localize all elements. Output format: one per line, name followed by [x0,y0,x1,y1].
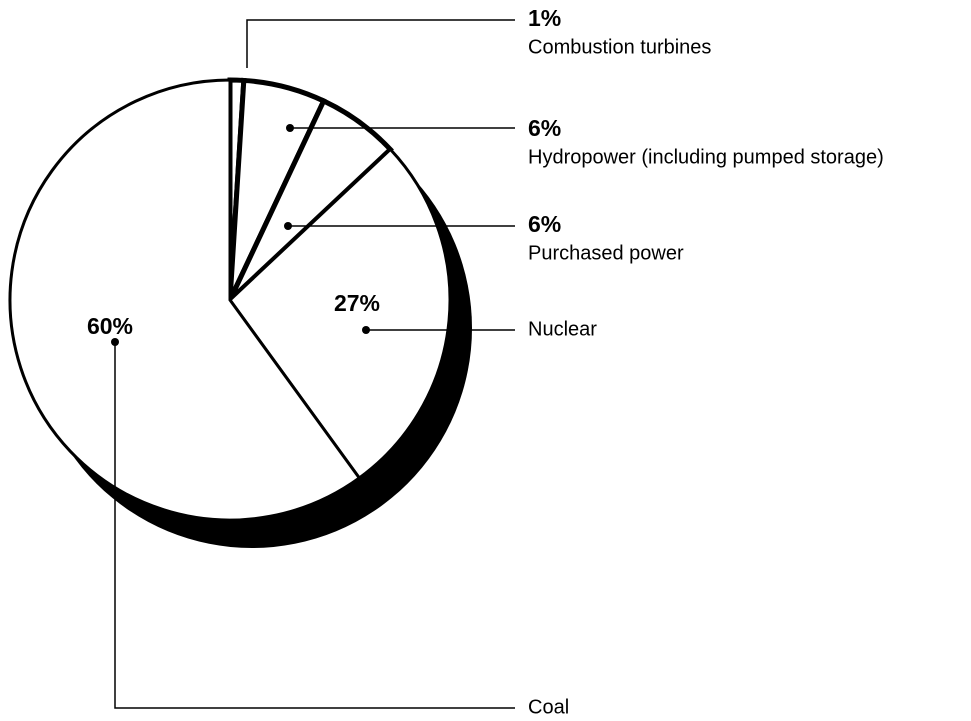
leader-line [114,342,515,709]
legend-label: Nuclear [528,318,597,340]
legend-label: Coal [528,696,569,718]
value-label: 1% [528,5,561,31]
legend-label: Combustion turbines [528,36,711,58]
leader-line [246,19,515,68]
pie-slice [228,147,452,481]
leader-dot [286,124,294,132]
legend-label: Purchased power [528,242,684,264]
value-label: 60% [87,313,133,339]
value-label: 27% [334,290,380,316]
leader-dot [362,326,370,334]
pie-slice [8,78,362,522]
leader-dot [284,222,292,230]
legend-label: Hydropower (including pumped storage) [528,146,884,168]
value-label: 6% [528,211,561,237]
value-label: 6% [528,115,561,141]
leader-dot [111,338,119,346]
